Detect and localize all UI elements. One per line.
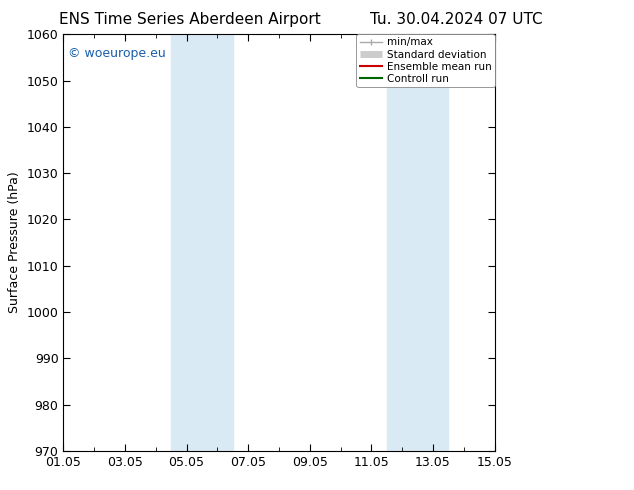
Bar [387, 34, 418, 451]
Legend: min/max, Standard deviation, Ensemble mean run, Controll run: min/max, Standard deviation, Ensemble me… [356, 34, 495, 87]
Text: ENS Time Series Aberdeen Airport: ENS Time Series Aberdeen Airport [60, 12, 321, 27]
Text: Tu. 30.04.2024 07 UTC: Tu. 30.04.2024 07 UTC [370, 12, 543, 27]
Bar [202, 34, 233, 451]
Y-axis label: Surface Pressure (hPa): Surface Pressure (hPa) [8, 172, 21, 314]
Bar [418, 34, 448, 451]
Text: © woeurope.eu: © woeurope.eu [68, 47, 165, 60]
Bar [171, 34, 202, 451]
